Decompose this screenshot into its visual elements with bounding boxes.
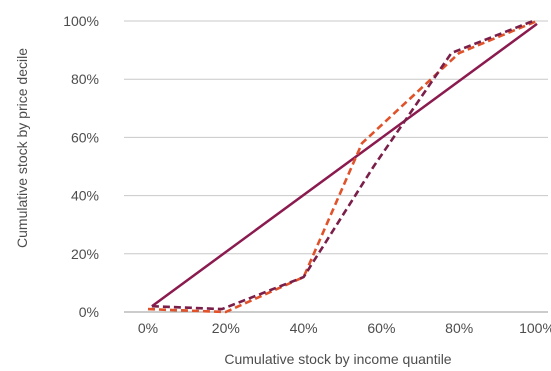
x-axis-ticks: 0% 20% 40% 60% 80% 100% bbox=[138, 320, 551, 336]
series-line-3 bbox=[151, 19, 534, 311]
series-line-1 bbox=[151, 22, 538, 308]
y-tick-label: 100% bbox=[63, 13, 99, 29]
x-tick-label: 40% bbox=[290, 320, 318, 336]
x-tick-label: 20% bbox=[212, 320, 240, 336]
y-tick-label: 80% bbox=[71, 71, 99, 87]
x-axis-label: Cumulative stock by income quantile bbox=[224, 351, 451, 367]
y-tick-label: 0% bbox=[79, 304, 99, 320]
x-tick-label: 80% bbox=[445, 320, 473, 336]
y-axis-label: Cumulative stock by price decile bbox=[14, 48, 30, 248]
series-line-2 bbox=[147, 19, 538, 314]
y-tick-label: 60% bbox=[71, 129, 99, 145]
x-tick-label: 60% bbox=[367, 320, 395, 336]
y-tick-label: 20% bbox=[71, 246, 99, 262]
y-tick-label: 40% bbox=[71, 188, 99, 204]
y-axis-ticks: 0% 20% 40% 60% 80% 100% bbox=[63, 13, 99, 320]
series-lines bbox=[147, 19, 538, 314]
x-tick-label: 100% bbox=[519, 320, 551, 336]
x-tick-label: 0% bbox=[138, 320, 158, 336]
gridlines bbox=[124, 20, 548, 313]
